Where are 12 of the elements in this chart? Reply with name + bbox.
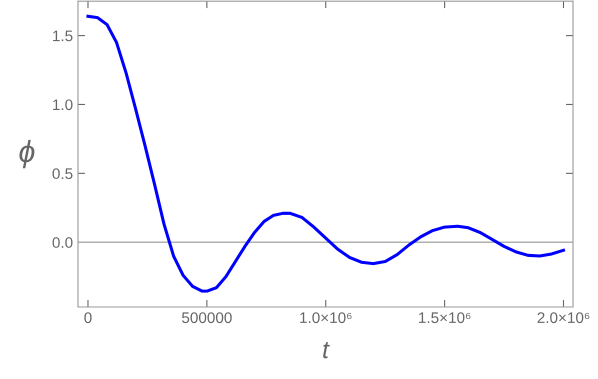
x-tick-label: 1.5×10⁶ [419,312,470,324]
y-tick-label: 1.0 [53,99,73,110]
x-tick-label: 0 [84,312,92,324]
x-tick-label: 500000 [182,312,232,324]
y-axis-title: ϕ [19,140,34,168]
y-tick-label: 0.0 [52,237,73,248]
y-tick-label: 1.5 [53,30,72,42]
x-axis-title: t [323,342,330,358]
x-tick-label: 2.0×10⁶ [538,312,590,324]
x-tick-label: 1.0×10⁶ [300,312,352,324]
y-tick-label: 0.5 [52,168,72,180]
line-series [86,14,566,293]
